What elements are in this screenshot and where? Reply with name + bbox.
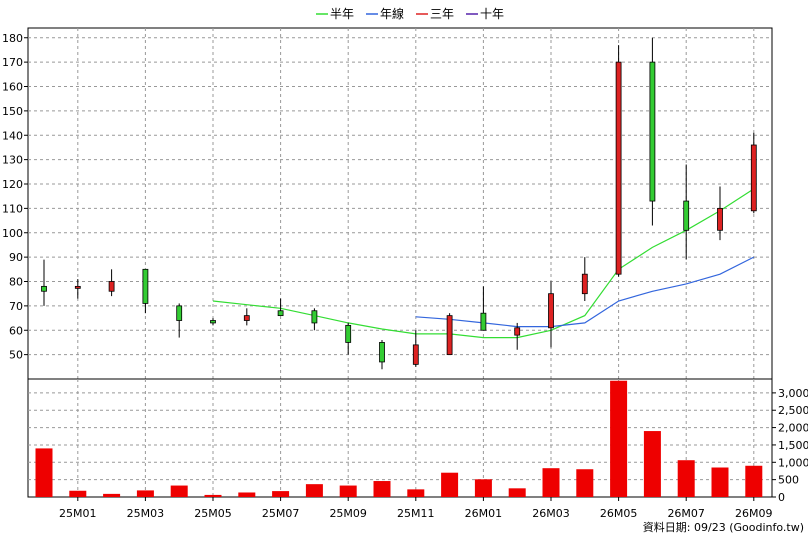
price-tick-label: 110 (2, 202, 23, 215)
volume-bar (69, 490, 87, 497)
volume-bar (610, 380, 628, 497)
volume-bar (136, 490, 154, 497)
volume-bar (745, 465, 763, 497)
volume-bar (238, 492, 256, 497)
candle-body (649, 61, 656, 202)
price-tick-label: 140 (2, 129, 23, 142)
price-tick-label: 100 (2, 227, 23, 240)
candle-body (480, 312, 487, 331)
x-tick-label: 25M07 (262, 507, 300, 520)
price-tick-label: 160 (2, 81, 23, 94)
candle-body (548, 293, 554, 329)
candle-body (243, 315, 250, 321)
candle-body (514, 327, 521, 336)
candlesticks (41, 37, 757, 370)
volume-tick-label: 2,000 (778, 422, 808, 435)
price-tick-label: 80 (9, 276, 23, 289)
candle-body (379, 342, 385, 363)
candle-body (311, 310, 318, 324)
price-y-ticks: 50 60 70 80 90 100 110 120 130 140 150 160 170 180 (2, 32, 28, 362)
price-tick-label: 180 (2, 32, 23, 45)
volume-bar (272, 491, 290, 497)
volume-panel: 0 500 1,000 1,500 2,000 2,500 3,000 (27, 378, 808, 504)
legend-label-2: 三年 (430, 7, 454, 21)
price-tick-label: 170 (2, 56, 23, 69)
price-panel: 50 60 70 80 90 100 110 120 130 140 150 160 170 180 (2, 27, 773, 380)
volume-bar (407, 489, 425, 497)
candle-body (446, 315, 453, 356)
volume-bar (711, 467, 729, 497)
candle-body (683, 200, 690, 231)
price-tick-label: 120 (2, 178, 23, 191)
x-tick-label: 26M03 (532, 507, 570, 520)
volume-tick-label: 3,000 (778, 387, 808, 400)
volume-bar (643, 431, 661, 497)
price-tick-label: 150 (2, 105, 23, 118)
x-tick-label: 26M05 (600, 507, 638, 520)
volume-bar (170, 485, 188, 497)
chart-legend: 半年 年線 三年 十年 (316, 6, 504, 21)
candle-body (74, 285, 81, 289)
price-tick-label: 130 (2, 154, 23, 167)
candle-body (108, 281, 115, 292)
volume-bar (35, 448, 53, 497)
x-tick-label: 25M01 (59, 507, 97, 520)
x-tick-label: 25M11 (397, 507, 435, 520)
candle-body (615, 61, 622, 275)
volume-tick-label: 0 (778, 491, 785, 504)
volume-tick-label: 1,500 (778, 439, 808, 452)
candle-body (142, 268, 149, 304)
legend-label-0: 半年 (330, 7, 354, 21)
moving-average-lines (212, 188, 755, 339)
price-plot-frame (27, 27, 773, 380)
volume-bar (474, 479, 492, 497)
candle-body (277, 310, 284, 317)
volume-bar (204, 494, 222, 497)
ma-line-1 (415, 256, 755, 328)
volume-bar (542, 468, 560, 497)
candle-body (41, 285, 47, 292)
price-tick-label: 60 (9, 324, 23, 337)
volume-bar (677, 460, 695, 497)
x-tick-label: 25M05 (194, 507, 232, 520)
volume-y-ticks: 0 500 1,000 1,500 2,000 2,500 3,000 (772, 387, 808, 504)
volume-tick-label: 1,000 (778, 456, 808, 469)
x-tick-label: 26M01 (465, 507, 503, 520)
price-tick-label: 90 (9, 251, 23, 264)
volume-bars (35, 380, 763, 497)
candle-body (581, 273, 588, 295)
candle-body (345, 324, 352, 343)
volume-bar (373, 481, 391, 497)
volume-bar (103, 493, 121, 497)
volume-tick-label: 2,500 (778, 404, 808, 417)
volume-bar (339, 485, 357, 497)
data-date-credit: 資料日期: 09/23 (Goodinfo.tw) (643, 520, 804, 534)
x-tick-label: 26M07 (667, 507, 705, 520)
candle-body (176, 305, 183, 321)
ma-line-0 (212, 188, 755, 339)
x-axis-ticks: 25M01 25M03 25M05 25M07 25M09 25M11 26M01 26M03… (59, 497, 773, 520)
price-tick-label: 70 (9, 300, 23, 313)
volume-bar (305, 484, 323, 497)
candle-body (412, 344, 419, 365)
x-tick-label: 25M03 (127, 507, 165, 520)
volume-bar (576, 469, 594, 497)
legend-label-1: 年線 (380, 6, 404, 21)
volume-tick-label: 500 (778, 474, 799, 487)
candle-body (717, 207, 723, 231)
price-tick-label: 50 (9, 349, 23, 362)
x-tick-label: 25M09 (329, 507, 367, 520)
candle-body (750, 144, 757, 212)
volume-bar (508, 488, 526, 497)
volume-bar (441, 472, 459, 497)
candle-body (210, 320, 216, 324)
x-tick-label: 26M09 (735, 507, 773, 520)
legend-label-3: 十年 (480, 7, 504, 21)
